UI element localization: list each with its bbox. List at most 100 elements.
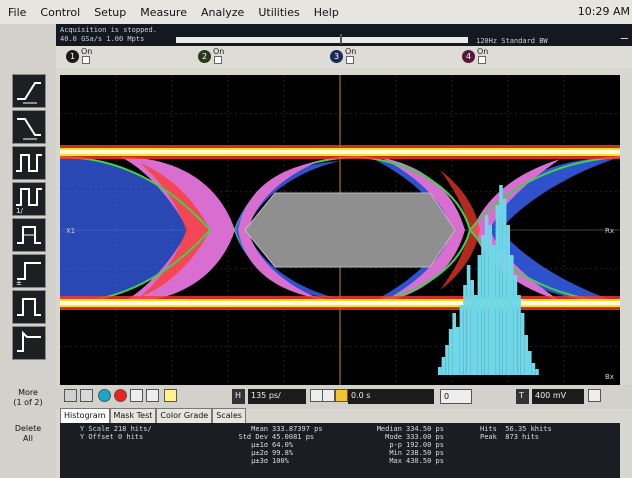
menu-file[interactable]: File	[8, 5, 27, 19]
hits-value: 56.35 khits	[505, 425, 552, 433]
mode-value: 333.00 ps	[406, 433, 444, 441]
svg-text:±: ±	[16, 279, 22, 287]
print-icon[interactable]	[146, 389, 159, 402]
menu-measure[interactable]: Measure	[140, 5, 187, 19]
sigma3-value: 100%	[272, 457, 289, 465]
channel-3[interactable]: 3 On	[330, 47, 356, 64]
timebase-field[interactable]: 135 ps/	[248, 389, 306, 404]
arrow-tool-icon[interactable]	[80, 389, 93, 402]
max-label: Max	[389, 457, 402, 465]
color-dot-cyan-icon[interactable]	[98, 389, 111, 402]
tab-scales[interactable]: Scales	[212, 408, 246, 423]
pulse-width-button[interactable]	[12, 218, 46, 252]
record-position-bar[interactable]	[176, 37, 468, 43]
histogram-bar	[456, 327, 460, 375]
delay-sine-icon[interactable]	[322, 389, 335, 402]
amplitude-icon: ±	[16, 262, 41, 287]
fall-time-button[interactable]	[12, 110, 46, 144]
overshoot-button[interactable]	[12, 326, 46, 360]
menu-utilities[interactable]: Utilities	[258, 5, 300, 19]
eye-mask[interactable]	[244, 192, 456, 268]
y-offset-value: 0 hits	[117, 433, 144, 441]
tab-mask-test[interactable]: Mask Test	[109, 408, 157, 423]
histogram-bar	[438, 367, 442, 375]
histogram-bar	[513, 275, 518, 375]
histogram-bar	[484, 215, 489, 375]
channel-2[interactable]: 2 On	[198, 47, 225, 64]
clock: 10:29 AM	[577, 5, 630, 18]
waveform-display[interactable]: X1 Rx Bx	[60, 75, 620, 385]
histogram-bar	[474, 295, 478, 375]
channel-1-on-label: On	[81, 47, 93, 56]
histogram-bar	[481, 235, 485, 375]
sigma2-label: µ±2σ	[251, 449, 268, 457]
trigger-marker-icon[interactable]	[335, 389, 348, 402]
vertical-stepper-icon[interactable]	[588, 389, 601, 402]
tab-histogram[interactable]: Histogram	[60, 408, 110, 423]
histogram-bar	[502, 199, 507, 375]
eye-diagram: X1 Rx Bx	[60, 75, 620, 385]
delete-all-button[interactable]: Delete All	[4, 424, 52, 444]
channel-2-on-label: On	[213, 47, 225, 56]
histogram-stats: Y Scale 218 hits/ Y Offset 0 hits Mean S…	[60, 423, 620, 478]
channel-3-badge: 3	[330, 49, 343, 63]
control-bar: H 135 ps/ 0.0 s 0 T 400 mV	[56, 385, 632, 409]
marker-tool-icon[interactable]	[64, 389, 77, 402]
analysis-tabs: Histogram Mask Test Color Grade Scales	[60, 408, 246, 423]
menu-help[interactable]: Help	[313, 5, 339, 19]
frequency-button[interactable]: 1/	[12, 182, 46, 216]
histogram-bar	[470, 280, 474, 375]
horizontal-button[interactable]: H	[232, 389, 245, 404]
more-label: More	[18, 388, 38, 397]
histogram-bar	[506, 225, 510, 375]
tab-color-grade[interactable]: Color Grade	[156, 408, 213, 423]
screenshot-icon[interactable]	[130, 389, 143, 402]
channel-2-checkbox[interactable]	[214, 56, 222, 64]
more-button[interactable]: More (1 of 2)	[4, 388, 52, 408]
status-line-2: 40.0 GSa/s 1.00 Mpts	[60, 35, 145, 43]
bandwidth-label: 120Hz Standard BW	[476, 37, 548, 45]
histogram-bar	[448, 329, 453, 375]
record-dot-icon[interactable]	[114, 389, 127, 402]
min-value: 238.50 ps	[406, 449, 444, 457]
histogram-bar	[488, 225, 492, 375]
rise-time-icon	[17, 82, 41, 104]
channel-1-checkbox[interactable]	[82, 56, 90, 64]
channel-4-badge: 4	[462, 49, 475, 63]
histogram-bar	[463, 285, 467, 375]
pp-value: 192.00 ps	[406, 441, 444, 449]
histogram-bar	[499, 185, 503, 375]
histogram-bar	[535, 369, 539, 375]
minimize-icon[interactable]: –	[620, 31, 628, 45]
top-base-icon	[17, 298, 41, 316]
channel-3-checkbox[interactable]	[346, 56, 354, 64]
period-button[interactable]	[12, 146, 46, 180]
bottom-marker: Bx	[605, 373, 614, 381]
amplitude-button[interactable]: ±	[12, 254, 46, 288]
menu-analyze[interactable]: Analyze	[200, 5, 245, 19]
peak-value: 873 hits	[505, 433, 540, 441]
top-base-button[interactable]	[12, 290, 46, 324]
left-toolbar: 1/ ± More (1 of 2) Delete All	[0, 24, 56, 478]
record-position-marker[interactable]	[340, 34, 342, 44]
vertical-scale-field[interactable]: 400 mV	[532, 389, 584, 404]
channel-1[interactable]: 1 On	[66, 47, 93, 64]
menu-control[interactable]: Control	[40, 5, 81, 19]
channel-4[interactable]: 4 On	[462, 47, 488, 64]
delay-field[interactable]: 0.0 s	[348, 389, 434, 404]
histogram-bar	[531, 363, 536, 375]
vertical-button[interactable]: T	[516, 389, 529, 404]
histogram-bar	[495, 205, 500, 375]
channel-4-checkbox[interactable]	[478, 56, 486, 64]
median-label: Median	[376, 425, 402, 433]
histogram-bar	[524, 335, 528, 375]
delay-stepper[interactable]: 0	[440, 389, 472, 404]
histogram-bar	[510, 255, 514, 375]
histogram-bar	[520, 313, 525, 375]
top-rail	[60, 145, 620, 159]
pp-label: p-p	[389, 441, 402, 449]
menu-setup[interactable]: Setup	[94, 5, 127, 19]
pulse-width-icon	[17, 226, 41, 244]
rise-time-button[interactable]	[12, 74, 46, 108]
autoscale-icon[interactable]	[164, 389, 177, 402]
